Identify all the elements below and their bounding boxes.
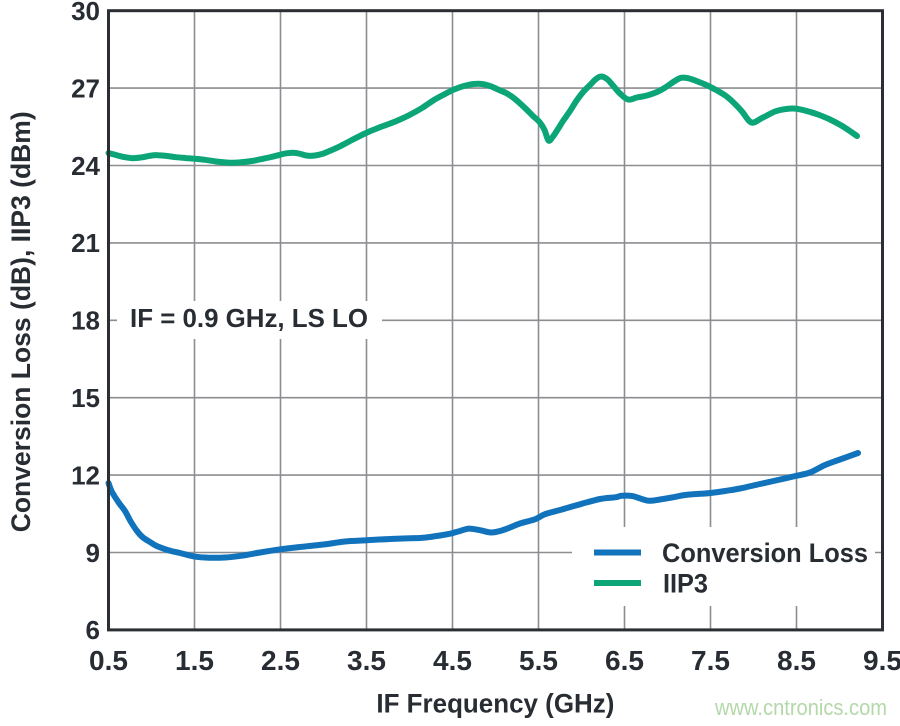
svg-text:6: 6 <box>86 615 100 645</box>
svg-text:9.5: 9.5 <box>863 645 900 676</box>
svg-text:27: 27 <box>71 73 100 103</box>
svg-text:21: 21 <box>71 228 100 258</box>
svg-text:0.5: 0.5 <box>89 645 128 676</box>
svg-text:4.5: 4.5 <box>433 645 472 676</box>
svg-text:IF Frequency (GHz): IF Frequency (GHz) <box>376 689 614 719</box>
svg-text:Conversion Loss (dB), IIP3 (dB: Conversion Loss (dB), IIP3 (dBm) <box>6 111 36 532</box>
svg-text:6.5: 6.5 <box>605 645 644 676</box>
svg-text:18: 18 <box>71 306 100 336</box>
svg-text:1.5: 1.5 <box>175 645 214 676</box>
svg-text:12: 12 <box>71 460 100 490</box>
svg-text:3.5: 3.5 <box>347 645 386 676</box>
svg-text:30: 30 <box>71 0 100 26</box>
svg-text:15: 15 <box>71 383 100 413</box>
svg-text:9: 9 <box>86 538 100 568</box>
svg-text:24: 24 <box>71 151 100 181</box>
svg-text:IIP3: IIP3 <box>663 569 708 599</box>
svg-text:www.cntronics.com: www.cntronics.com <box>714 695 887 720</box>
svg-text:5.5: 5.5 <box>519 645 558 676</box>
svg-text:Conversion Loss: Conversion Loss <box>662 538 868 568</box>
svg-text:8.5: 8.5 <box>777 645 816 676</box>
svg-text:2.5: 2.5 <box>261 645 300 676</box>
svg-text:IF = 0.9 GHz, LS LO: IF = 0.9 GHz, LS LO <box>130 303 368 333</box>
svg-text:7.5: 7.5 <box>691 645 730 676</box>
